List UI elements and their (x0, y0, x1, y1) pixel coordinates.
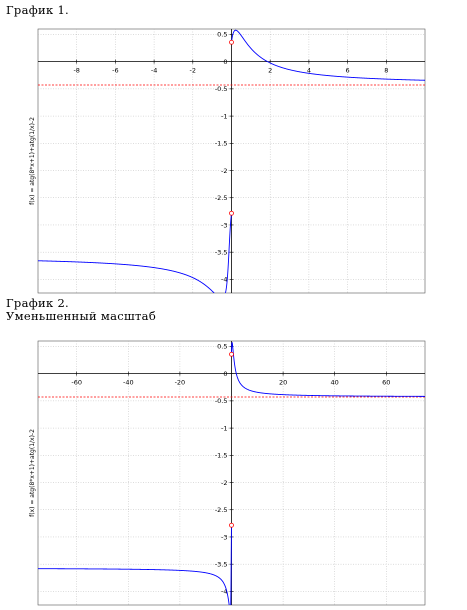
y-tick-label: 0.5 (217, 31, 227, 39)
chart-1-title: График 1. (6, 3, 70, 17)
x-tick-label: 60 (382, 379, 390, 387)
chart-2-subtitle: Уменьшенный масштаб (6, 309, 157, 323)
y-tick-label: -2 (221, 479, 227, 487)
marked-point (229, 351, 234, 357)
y-axis-label: f(x) = atg(8*x+1)+atg(1/x)-2 (29, 429, 36, 517)
y-tick-label: -1.5 (215, 452, 228, 460)
x-tick-label: 4 (307, 67, 311, 75)
chart-1: -8-6-4-224680.50-0.5-1-1.5-2-2.5-3-3.5-4… (29, 28, 426, 294)
y-tick-label: -2.5 (215, 506, 228, 514)
y-tick-label: -2 (221, 167, 227, 175)
y-tick-label: 0.5 (217, 343, 227, 351)
y-tick-label: -4 (221, 588, 227, 596)
marked-point (229, 522, 234, 528)
y-tick-label: -3 (221, 221, 227, 229)
curve-right-branch (231, 342, 425, 397)
curve-left-branch (38, 527, 232, 605)
x-tick-label: -60 (71, 379, 82, 387)
chart-2: -60-40-202040600.50-0.5-1-1.5-2-2.5-3-3.… (29, 340, 426, 606)
marked-point (229, 39, 234, 45)
y-tick-label: -1 (221, 424, 227, 432)
y-tick-label: -4 (221, 276, 227, 284)
y-axis-label: f(x) = atg(8*x+1)+atg(1/x)-2 (29, 117, 36, 205)
curve-left-branch (38, 213, 232, 293)
y-tick-label: -1.5 (215, 140, 228, 148)
x-tick-label: -6 (112, 67, 118, 75)
y-tick-label: -2.5 (215, 194, 228, 202)
x-tick-label: -40 (123, 379, 134, 387)
y-tick-label: -0.5 (215, 397, 228, 405)
y-tick-label: -3.5 (215, 248, 228, 256)
y-tick-label: -0.5 (215, 85, 228, 93)
chart-2-title: График 2. (6, 296, 70, 310)
x-tick-label: 2 (268, 67, 272, 75)
x-tick-label: 20 (279, 379, 287, 387)
curve-right-branch (231, 29, 425, 81)
y-tick-label: -3 (221, 533, 227, 541)
x-tick-label: -20 (175, 379, 186, 387)
x-tick-label: -8 (73, 67, 79, 75)
y-tick-label: -3.5 (215, 560, 228, 568)
series-curve (38, 29, 425, 293)
x-tick-label: 6 (346, 67, 350, 75)
marked-point (229, 210, 234, 216)
series-curve (38, 342, 425, 605)
x-tick-label: -4 (151, 67, 157, 75)
x-tick-label: -2 (190, 67, 196, 75)
x-tick-label: 8 (384, 67, 388, 75)
x-tick-label: 40 (331, 379, 339, 387)
y-tick-label: -1 (221, 112, 227, 120)
